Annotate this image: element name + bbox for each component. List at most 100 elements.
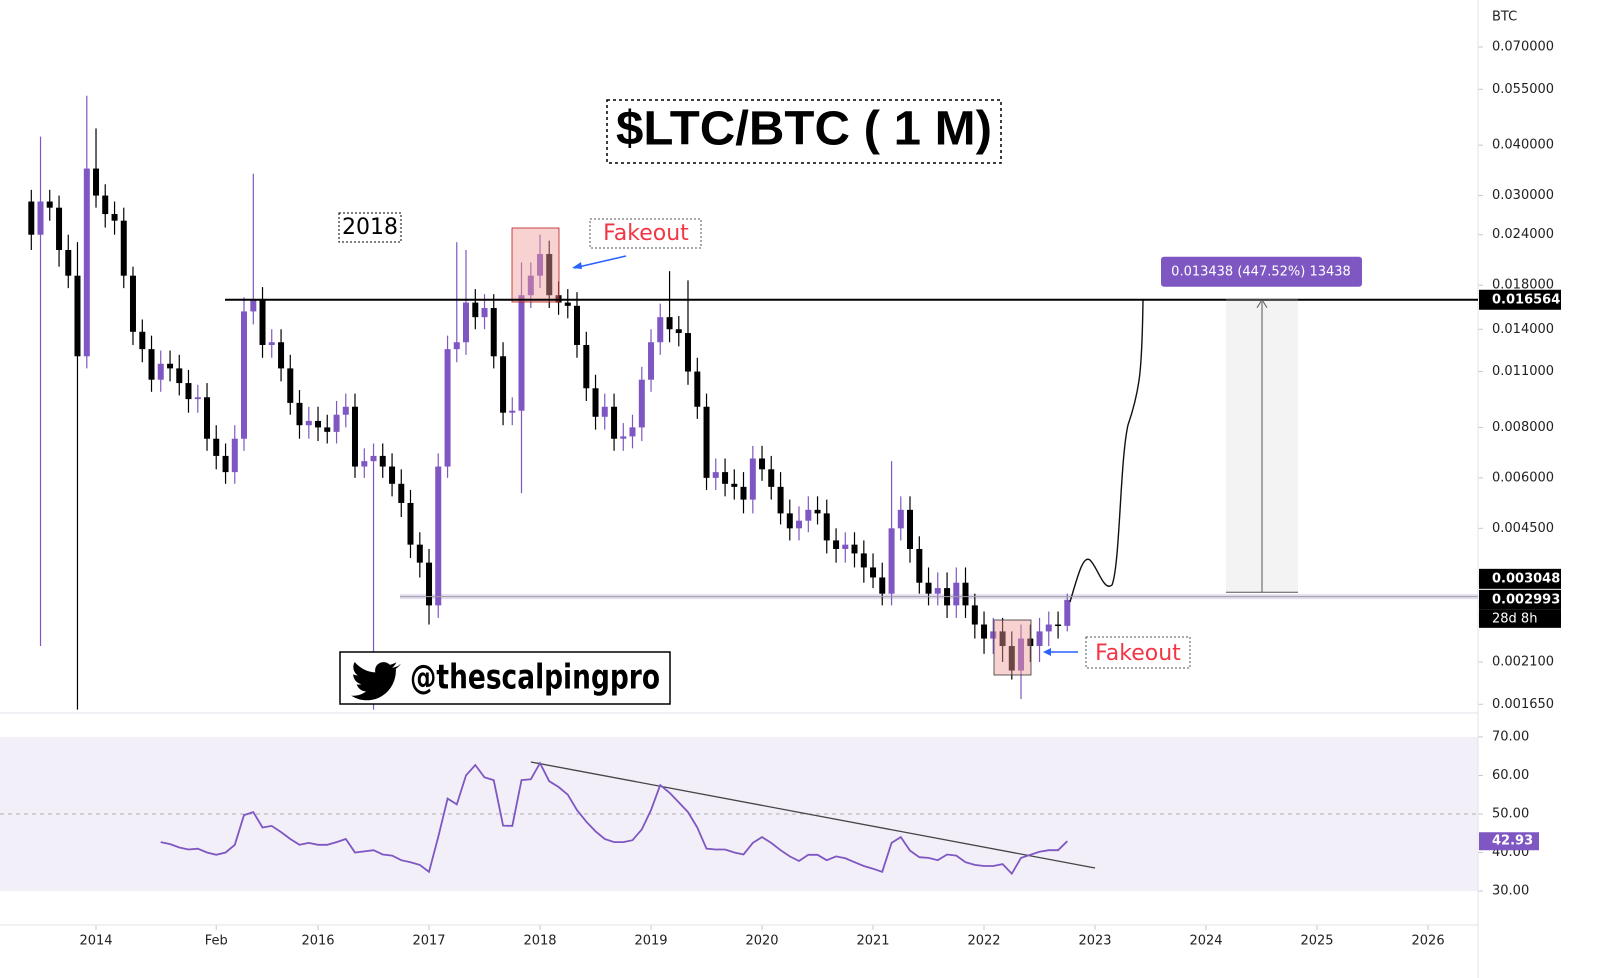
candle-body xyxy=(342,406,349,415)
candle-body xyxy=(527,275,534,296)
candle-body xyxy=(962,582,969,606)
x-tick-label: 2023 xyxy=(1078,934,1111,949)
candle-body xyxy=(1055,624,1062,627)
y-tick-label: 0.055000 xyxy=(1492,82,1554,97)
candle-body xyxy=(453,342,460,350)
candle-body xyxy=(675,329,682,334)
main-layer: 0.070000 0.055000 0.040000 0.030000 0.024000… xyxy=(28,39,1554,949)
measure-label-box xyxy=(1161,256,1362,287)
pointer-arrow-head xyxy=(572,262,582,269)
handle-box xyxy=(339,651,671,705)
candle-body xyxy=(777,486,784,514)
candle-body xyxy=(638,379,645,428)
x-tick-label: Feb xyxy=(205,934,228,949)
candle-body xyxy=(129,275,136,332)
unit-label: BTC xyxy=(1492,10,1517,25)
candle-body xyxy=(657,317,664,343)
candle-body xyxy=(795,520,802,529)
candle-body xyxy=(167,363,174,369)
handle-text: @thescalpingpro xyxy=(410,658,660,698)
candle-body xyxy=(231,438,238,473)
candle-body xyxy=(620,436,627,439)
candle-body xyxy=(749,458,756,500)
candle-body xyxy=(1027,638,1034,647)
y-tick-label: 0.006000 xyxy=(1492,470,1554,485)
candle-body xyxy=(472,302,479,318)
candle-body xyxy=(981,624,988,639)
candle-body xyxy=(28,201,35,235)
y-tick-label: 0.030000 xyxy=(1492,188,1554,203)
x-tick-label: 2022 xyxy=(967,934,1000,949)
title-box xyxy=(606,99,1002,164)
candle-body xyxy=(500,356,507,413)
candle-body xyxy=(287,368,294,403)
candle-body xyxy=(56,207,63,250)
candle-body xyxy=(601,406,608,417)
y-tick-label: 0.040000 xyxy=(1492,138,1554,153)
candle-body xyxy=(648,342,655,380)
candle-body xyxy=(324,427,331,432)
candle-body xyxy=(259,300,266,345)
candle-body xyxy=(74,275,81,357)
candle-body xyxy=(731,483,738,487)
y-tick-label: 0.011000 xyxy=(1492,364,1554,379)
candle-body xyxy=(416,544,423,563)
y-tick-label: 0.002100 xyxy=(1492,654,1554,669)
candle-body xyxy=(722,472,729,484)
y-tick-label: 0.024000 xyxy=(1492,227,1554,242)
candle-body xyxy=(666,317,673,330)
candle-body xyxy=(833,540,840,549)
candle-body xyxy=(278,342,285,369)
candle-body xyxy=(250,300,257,312)
candle-body xyxy=(1045,624,1052,632)
candle-body xyxy=(1018,638,1025,671)
candle-body xyxy=(315,420,322,428)
fakeout-zone xyxy=(511,227,560,303)
candle-body xyxy=(296,402,303,426)
candle-body xyxy=(592,388,599,417)
candle-body xyxy=(759,458,766,470)
x-tick-label: 2019 xyxy=(634,934,667,949)
rsi-tag: 42.93 xyxy=(1492,834,1533,849)
candle-body xyxy=(389,466,396,484)
candle-body xyxy=(361,461,368,467)
support-tag: 0.003048 xyxy=(1492,571,1560,586)
candle-body xyxy=(83,168,90,357)
rsi-tick-label: 30.00 xyxy=(1492,884,1529,899)
fakeout-box xyxy=(1085,636,1191,669)
candle-body xyxy=(888,528,895,594)
candle-body xyxy=(370,455,377,462)
candle-body xyxy=(703,406,710,478)
candle-body xyxy=(1064,599,1071,626)
candle-body xyxy=(611,406,618,439)
candle-body xyxy=(740,486,747,500)
candle-body xyxy=(305,420,312,426)
candle-body xyxy=(435,466,442,606)
y-tick-label: 0.001650 xyxy=(1492,697,1554,712)
year-box xyxy=(338,212,402,243)
measure-label: 0.013438 (447.52%) 13438 xyxy=(1171,264,1351,279)
candle-body xyxy=(564,302,571,306)
front-layer: 0.013438 (447.52%) 13438 0.016564 0.003048… xyxy=(225,256,1561,851)
candle-body xyxy=(185,383,192,400)
pointer-arrow-head xyxy=(1043,648,1051,656)
rsi-tick-label: 70.00 xyxy=(1492,729,1529,744)
candle-body xyxy=(842,544,849,549)
candle-body xyxy=(407,502,414,545)
projection-path xyxy=(1069,299,1144,603)
candle-body xyxy=(999,631,1006,647)
x-tick-label: 2020 xyxy=(745,934,778,949)
candle-body xyxy=(823,513,830,541)
candle-body xyxy=(546,254,553,296)
candle-body xyxy=(1036,631,1043,647)
fakeout-box xyxy=(589,218,702,249)
candle-body xyxy=(120,220,127,276)
candle-body xyxy=(906,509,913,549)
candle-body xyxy=(851,544,858,554)
candle-body xyxy=(102,195,109,215)
candle-body xyxy=(240,311,247,439)
candle-body xyxy=(786,513,793,529)
x-tick-label: 2021 xyxy=(856,934,889,949)
support-tag-box xyxy=(1479,568,1561,589)
